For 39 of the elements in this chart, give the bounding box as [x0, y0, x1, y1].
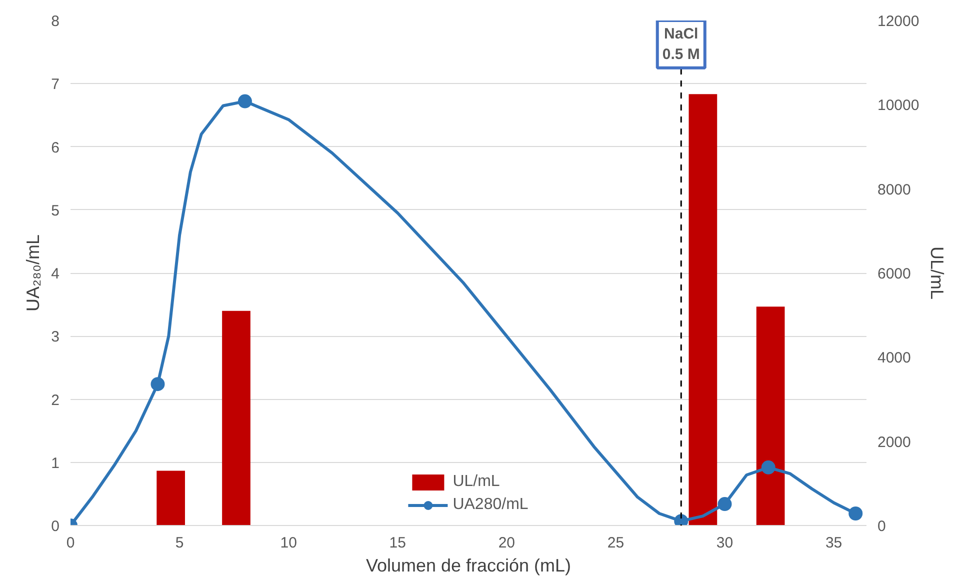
y-tick-label: 2 [51, 392, 60, 409]
x-tick-label: 5 [175, 534, 184, 552]
y-tick-label: 4 [51, 266, 60, 282]
y-axis-title: UA₂₈₀/mL [23, 234, 44, 312]
point [150, 377, 165, 392]
y-tick-label: 0 [51, 518, 60, 535]
y2-tick-label: 0 [878, 518, 886, 535]
y2-tick-label: 6000 [878, 266, 911, 282]
x-tick-label: 25 [607, 534, 624, 552]
x-axis-title: Volumen de fracción (mL) [366, 556, 572, 576]
y2-tick-label: 2000 [878, 434, 911, 451]
y2-tick-label: 8000 [878, 181, 911, 198]
bar [222, 310, 250, 526]
bar [688, 94, 718, 526]
legend-label: UA280/mL [452, 496, 528, 514]
y-tick-label: 5 [51, 202, 60, 220]
x-tick-label: 20 [498, 534, 516, 552]
bar [756, 306, 785, 526]
x-tick-label: 30 [716, 534, 734, 552]
x-tick-label: 10 [280, 534, 297, 552]
x-tick-label: 15 [389, 534, 406, 552]
x-tick-label: 35 [825, 534, 842, 552]
x-tick-label: 0 [66, 534, 75, 552]
y-tick-label: 6 [51, 139, 60, 156]
y-tick-label: 7 [51, 76, 60, 94]
y2-tick-label: 10000 [878, 97, 920, 114]
y-tick-label: 8 [51, 13, 60, 30]
y2-tick-label: 12000 [878, 13, 920, 30]
point [718, 497, 732, 512]
bar [156, 470, 185, 526]
point [848, 506, 863, 520]
point [238, 94, 252, 108]
y2-axis-title: UL/mL [927, 246, 948, 300]
legend-label: UL/mL [452, 473, 500, 491]
y-tick-label: 3 [51, 328, 60, 346]
ref-line-label: NaCl 0.5 M [662, 26, 700, 63]
y-tick-label: 1 [51, 454, 60, 472]
y2-tick-label: 4000 [878, 350, 911, 367]
point [761, 460, 776, 474]
